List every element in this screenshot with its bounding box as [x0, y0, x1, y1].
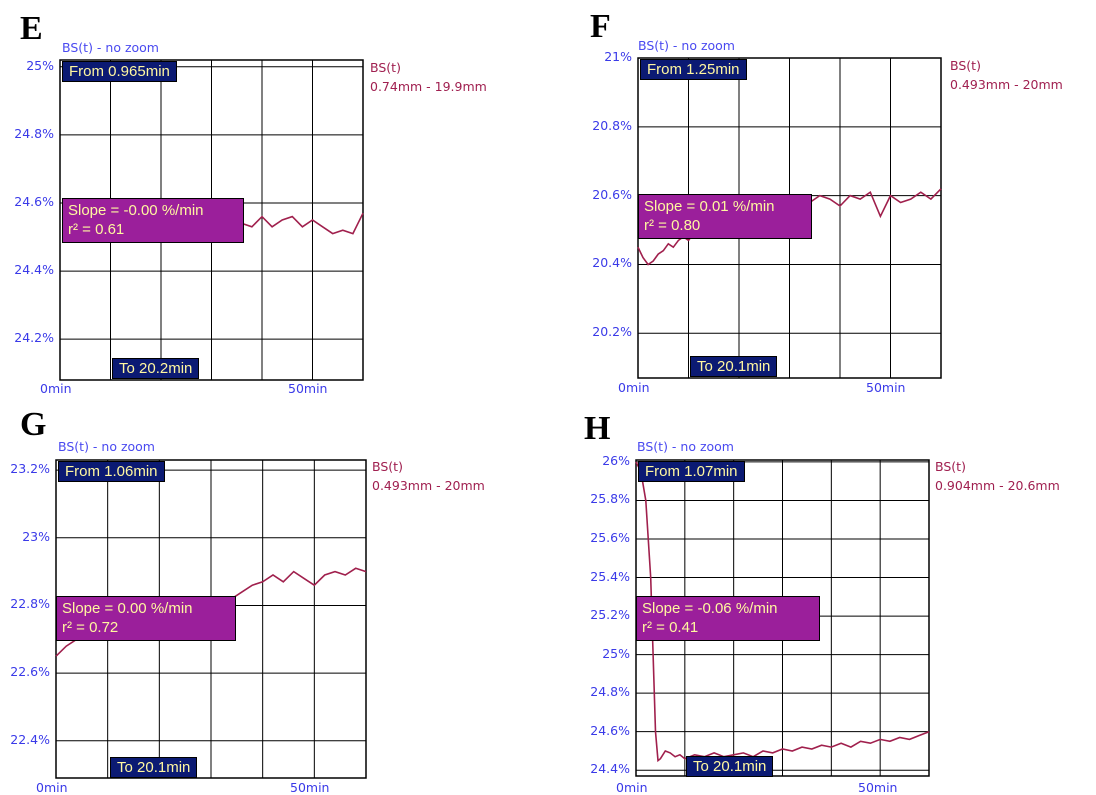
- y-tick-label: 24.4%: [14, 262, 54, 278]
- y-tick-label: 22.4%: [10, 731, 50, 747]
- y-tick-label: 26%: [602, 452, 630, 468]
- series-line: [635, 461, 930, 763]
- legend-series-name: BS(t): [370, 60, 401, 75]
- chart-title: BS(t) - no zoom: [58, 439, 155, 454]
- slope-value: Slope = 0.00 %/min: [62, 600, 193, 617]
- chart-title: BS(t) - no zoom: [638, 38, 735, 53]
- chart-panel-f: F BS(t) - no zoom BS(t) 0.493mm - 20mm 2…: [548, 0, 1088, 396]
- panel-letter: H: [584, 410, 611, 447]
- r-squared-value: r² = 0.72: [62, 619, 119, 636]
- legend-range: 0.493mm - 20mm: [372, 478, 485, 493]
- x-tick-label: 50min: [288, 381, 328, 396]
- y-tick-label: 24.8%: [14, 125, 54, 141]
- from-time-label: From 0.965min: [62, 61, 177, 82]
- slope-value: Slope = -0.06 %/min: [642, 600, 778, 617]
- legend-series-name: BS(t): [372, 459, 403, 474]
- x-tick-label: 0min: [40, 381, 72, 396]
- y-tick-label: 25.6%: [590, 530, 630, 545]
- chart-panel-g: G BS(t) - no zoom BS(t) 0.493mm - 20mm 2…: [0, 400, 540, 795]
- legend-range: 0.493mm - 20mm: [950, 77, 1063, 92]
- r-squared-value: r² = 0.61: [68, 221, 125, 238]
- y-tick-label: 24.4%: [590, 761, 630, 777]
- y-tick-label: 25.2%: [590, 607, 630, 623]
- slope-annotation: Slope = -0.06 %/min r² = 0.41: [636, 596, 820, 641]
- from-time-label: From 1.07min: [638, 461, 745, 482]
- slope-value: Slope = 0.01 %/min: [644, 198, 775, 215]
- y-tick-label: 23%: [22, 528, 50, 544]
- chart-title: BS(t) - no zoom: [637, 439, 734, 454]
- panel-letter: G: [20, 406, 47, 443]
- legend-series-name: BS(t): [935, 459, 966, 474]
- to-time-label: To 20.1min: [686, 756, 774, 777]
- to-time-label: To 20.1min: [690, 356, 778, 377]
- y-tick-label: 23.2%: [10, 461, 50, 477]
- y-tick-label: 20.4%: [592, 255, 632, 271]
- legend-series-name: BS(t): [950, 58, 981, 73]
- x-tick-label: 0min: [618, 380, 650, 395]
- legend-range: 0.904mm - 20.6mm: [935, 478, 1060, 493]
- series-line: [231, 212, 364, 235]
- y-tick-label: 20.8%: [592, 117, 632, 133]
- from-time-label: From 1.25min: [640, 59, 747, 80]
- y-tick-label: 24.6%: [590, 722, 630, 738]
- slope-annotation: Slope = 0.01 %/min r² = 0.80: [638, 194, 812, 239]
- y-tick-label: 25%: [602, 645, 630, 661]
- from-time-label: From 1.06min: [58, 461, 165, 482]
- r-squared-value: r² = 0.80: [644, 217, 701, 234]
- x-tick-label: 0min: [36, 780, 68, 795]
- slope-value: Slope = -0.00 %/min: [68, 202, 204, 219]
- panel-letter: E: [20, 10, 43, 47]
- y-tick-label: 24.2%: [14, 330, 54, 346]
- x-tick-label: 50min: [866, 380, 906, 395]
- y-tick-label: 20.6%: [592, 186, 632, 202]
- r-squared-value: r² = 0.41: [642, 619, 699, 636]
- slope-annotation: Slope = 0.00 %/min r² = 0.72: [56, 596, 236, 641]
- y-tick-label: 20.2%: [592, 324, 632, 340]
- y-tick-label: 25%: [26, 57, 54, 73]
- chart-panel-e: E BS(t) - no zoom BS(t) 0.74mm - 19.9mm …: [0, 0, 540, 397]
- x-tick-label: 50min: [290, 780, 330, 795]
- chart-panel-h: H BS(t) - no zoom BS(t) 0.904mm - 20.6mm…: [548, 400, 1088, 795]
- panel-letter: F: [590, 8, 611, 45]
- slope-annotation: Slope = -0.00 %/min r² = 0.61: [62, 198, 244, 243]
- x-tick-label: 50min: [858, 780, 898, 795]
- y-tick-label: 22.6%: [10, 664, 50, 680]
- y-tick-label: 24.6%: [14, 193, 54, 209]
- y-tick-label: 22.8%: [10, 596, 50, 612]
- y-tick-label: 24.8%: [590, 684, 630, 700]
- x-tick-label: 0min: [616, 780, 648, 795]
- y-tick-label: 25.8%: [590, 491, 630, 507]
- y-tick-label: 21%: [604, 49, 632, 64]
- legend-range: 0.74mm - 19.9mm: [370, 79, 487, 94]
- y-tick-label: 25.4%: [590, 568, 630, 584]
- chart-title: BS(t) - no zoom: [62, 40, 159, 55]
- to-time-label: To 20.2min: [112, 358, 200, 379]
- to-time-label: To 20.1min: [110, 757, 198, 778]
